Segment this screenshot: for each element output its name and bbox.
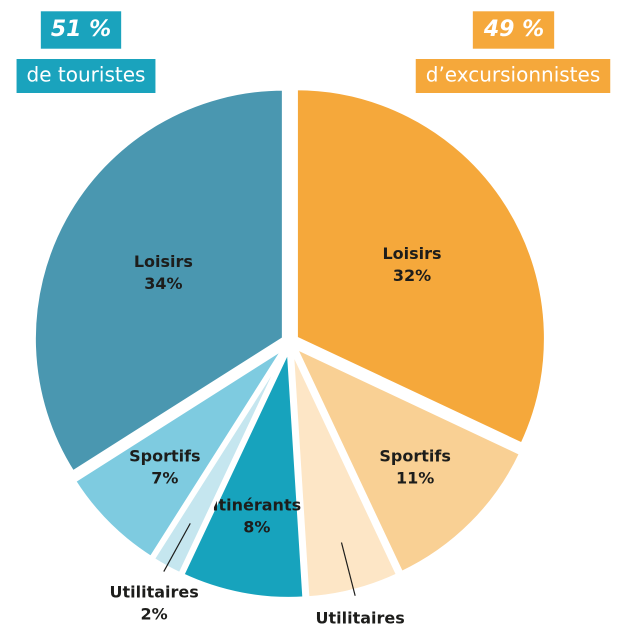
slice-name: Sportifs: [379, 447, 450, 466]
pie-slice: [31, 86, 286, 476]
slice-name: Utilitaires: [109, 583, 198, 602]
slice-name: Utilitaires: [315, 609, 404, 628]
pie-slice: [290, 342, 524, 576]
pie-slice: [179, 348, 307, 601]
group-label-box: [16, 59, 156, 93]
slice-name: Sportifs: [129, 447, 200, 466]
slice-name: Loisirs: [134, 252, 193, 271]
group-total: 51 %: [51, 17, 111, 42]
slice-value-label: 7%: [151, 469, 178, 488]
pie-slice: [71, 345, 287, 561]
group-total: 49 %: [483, 17, 544, 42]
group-label: de touristes: [27, 63, 146, 87]
slice-value-label: 8%: [243, 517, 270, 536]
group-label: d’excursionnistes: [426, 63, 601, 87]
slice-value-label: 34%: [144, 274, 182, 293]
slice-value-label: 32%: [393, 266, 431, 285]
slice-name: Loisirs: [382, 244, 441, 263]
leader-line: [163, 523, 191, 572]
slice-value-label: 11%: [396, 469, 434, 488]
group-total-box: [472, 11, 555, 49]
group-label-box: [415, 59, 611, 93]
slice-value-label: 2%: [141, 605, 168, 624]
slice-value-label: 6%: [347, 631, 374, 633]
pie-slice: [293, 86, 548, 448]
slice-name: Itinérants: [213, 495, 302, 514]
group-total-box: [40, 11, 122, 49]
leader-line: [340, 542, 356, 596]
